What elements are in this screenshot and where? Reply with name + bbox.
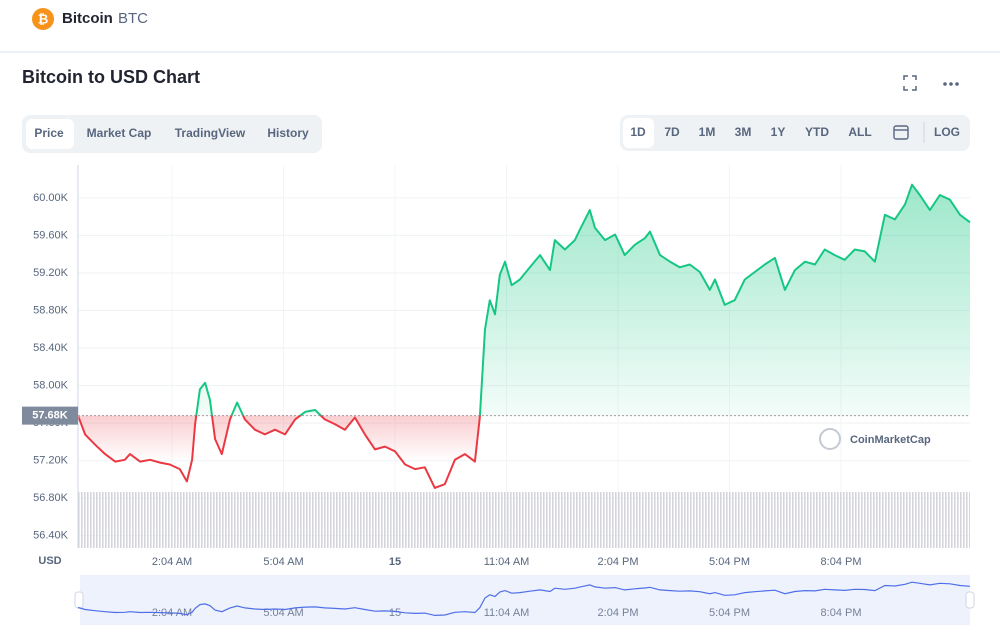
y-tick-label: 56.80K — [33, 492, 69, 504]
price-line — [77, 183, 971, 489]
range-button[interactable]: 3M — [735, 125, 752, 139]
calendar-icon[interactable] — [893, 125, 909, 140]
x-tick-label: 8:04 PM — [821, 556, 862, 568]
navigator-handle-right[interactable] — [965, 591, 975, 609]
y-tick-label: 59.60K — [33, 229, 69, 241]
coin-logo-glyph: ₿ — [38, 11, 49, 26]
watermark: CoinMarketCap — [850, 434, 931, 446]
coin-symbol: BTC — [118, 10, 148, 27]
y-tick-label: 58.80K — [33, 304, 69, 316]
navigator-tick-label: 8:04 PM — [821, 607, 862, 619]
chart-title: Bitcoin to USD Chart — [22, 67, 200, 87]
y-tick-label: 60.00K — [33, 192, 69, 204]
navigator-tick-label: 5:04 AM — [263, 607, 303, 619]
y-tick-label: 58.00K — [33, 380, 69, 392]
navigator-frame — [80, 575, 970, 625]
x-tick-label: 11:04 AM — [484, 556, 530, 568]
watermark-logo — [819, 428, 841, 450]
x-tick-label: 15 — [389, 556, 401, 568]
log-toggle[interactable]: LOG — [934, 125, 960, 139]
navigator-tick-label: 2:04 PM — [598, 607, 639, 619]
x-tick-label: 5:04 PM — [709, 556, 750, 568]
tab-group — [22, 115, 322, 153]
coin-name: Bitcoin — [62, 10, 113, 27]
active-tab-pill — [26, 119, 74, 149]
navigator-tick-label: 5:04 PM — [709, 607, 750, 619]
volume-backdrop — [78, 492, 970, 548]
tab[interactable]: TradingView — [175, 126, 246, 140]
x-tick-label: 2:04 PM — [598, 556, 639, 568]
range-button[interactable]: 7D — [664, 125, 680, 139]
range-button[interactable]: YTD — [805, 125, 829, 139]
range-button[interactable]: 1Y — [771, 125, 786, 139]
top-bar — [0, 0, 1000, 52]
navigator-tick-label: 11:04 AM — [484, 607, 530, 619]
active-range-pill — [623, 118, 654, 148]
tab[interactable]: Price — [34, 126, 64, 140]
price-area — [78, 184, 970, 488]
range-group — [620, 115, 970, 151]
x-tick-label: 5:04 AM — [263, 556, 303, 568]
range-button[interactable]: 1M — [699, 125, 716, 139]
x-tick-label: 2:04 AM — [152, 556, 192, 568]
fullscreen-icon[interactable] — [903, 75, 917, 91]
y-axis-label: USD — [38, 555, 61, 567]
more-icon[interactable] — [943, 82, 959, 86]
reference-label: 57.68K — [32, 410, 68, 422]
tab[interactable]: History — [267, 126, 309, 140]
navigator-line — [77, 581, 971, 617]
y-tick-label: 58.40K — [33, 342, 69, 354]
y-tick-label: 56.40K — [33, 530, 69, 542]
navigator-tick-label: 15 — [389, 607, 401, 619]
coin-logo — [32, 8, 54, 30]
range-button[interactable]: ALL — [848, 125, 871, 139]
navigator-handle-left[interactable] — [74, 591, 84, 609]
tab[interactable]: Market Cap — [87, 126, 152, 140]
y-tick-label: 59.20K — [33, 267, 69, 279]
y-tick-label: 57.20K — [33, 455, 69, 467]
range-button[interactable]: 1D — [630, 125, 646, 139]
reference-badge — [22, 406, 78, 425]
